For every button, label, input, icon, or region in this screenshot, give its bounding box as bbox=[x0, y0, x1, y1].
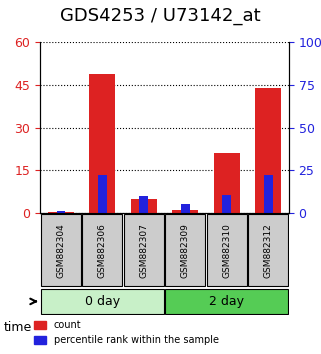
Text: GSM882312: GSM882312 bbox=[264, 223, 273, 278]
Text: GSM882304: GSM882304 bbox=[56, 223, 65, 278]
Bar bbox=[264, 175, 273, 213]
FancyBboxPatch shape bbox=[165, 214, 205, 286]
FancyBboxPatch shape bbox=[165, 289, 288, 314]
Bar bbox=[255, 88, 281, 213]
Bar bbox=[131, 199, 157, 213]
FancyBboxPatch shape bbox=[124, 214, 164, 286]
Bar bbox=[139, 196, 148, 213]
FancyBboxPatch shape bbox=[41, 289, 164, 314]
FancyBboxPatch shape bbox=[82, 214, 122, 286]
FancyBboxPatch shape bbox=[248, 214, 288, 286]
Bar bbox=[56, 211, 65, 213]
Bar bbox=[181, 204, 190, 213]
Text: GSM882306: GSM882306 bbox=[98, 223, 107, 278]
Text: 2 day: 2 day bbox=[209, 295, 244, 308]
Text: GDS4253 / U73142_at: GDS4253 / U73142_at bbox=[60, 7, 261, 25]
Bar bbox=[222, 195, 231, 213]
Legend: count, percentile rank within the sample: count, percentile rank within the sample bbox=[30, 316, 223, 349]
Text: GSM882309: GSM882309 bbox=[181, 223, 190, 278]
Text: time: time bbox=[3, 321, 31, 334]
Text: GSM882310: GSM882310 bbox=[222, 223, 231, 278]
FancyBboxPatch shape bbox=[207, 214, 247, 286]
Text: 0 day: 0 day bbox=[85, 295, 120, 308]
Bar bbox=[48, 212, 74, 213]
Bar bbox=[89, 74, 115, 213]
Text: GSM882307: GSM882307 bbox=[139, 223, 148, 278]
Bar bbox=[98, 175, 107, 213]
Bar bbox=[172, 210, 198, 213]
FancyBboxPatch shape bbox=[41, 214, 81, 286]
Bar bbox=[214, 153, 240, 213]
